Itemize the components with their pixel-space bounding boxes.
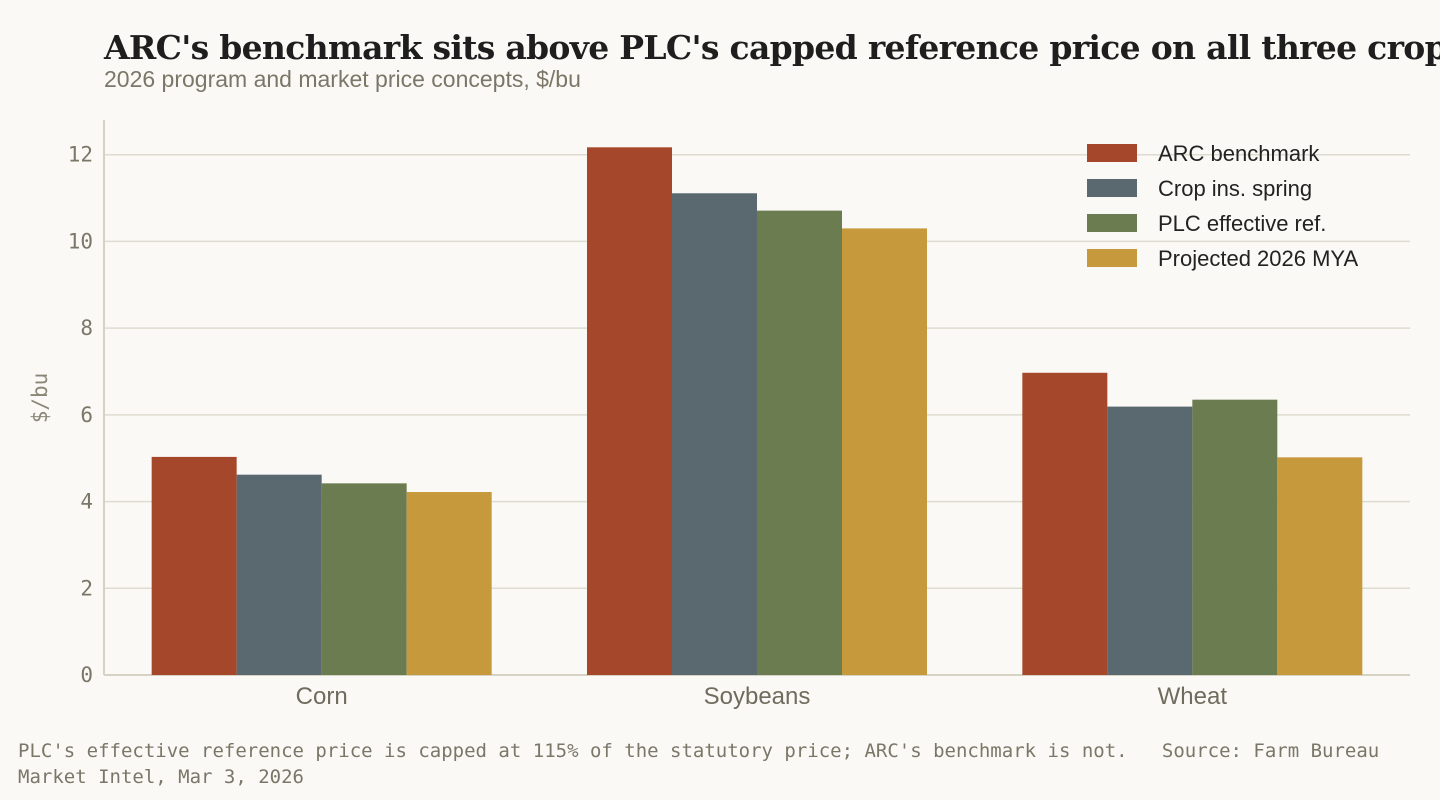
bar-soybeans-2	[672, 193, 757, 675]
chart-subtitle: 2026 program and market price concepts, …	[104, 66, 581, 92]
bar-corn-1	[151, 456, 237, 675]
bar-wheat-1	[1022, 372, 1108, 675]
axis-labels: 0 2 4 6 8 10 12 $/bu Corn Soybeans Wheat	[28, 143, 1227, 710]
bar-soybeans-4	[842, 228, 927, 675]
y-tick-label: 12	[68, 143, 93, 167]
bar-wheat-2	[1107, 406, 1193, 675]
bars	[151, 147, 1363, 675]
bar-corn-4	[406, 492, 492, 675]
y-tick-label: 2	[80, 576, 93, 600]
footnote: PLC's effective reference price is cappe…	[18, 740, 1391, 788]
legend-label-4: Projected 2026 MYA	[1158, 246, 1358, 271]
legend-swatch-2	[1087, 179, 1137, 197]
bar-corn-2	[236, 474, 322, 675]
legend-swatch-3	[1087, 214, 1137, 232]
legend-swatch-1	[1087, 144, 1137, 162]
x-tick-label-soybeans: Soybeans	[704, 683, 811, 710]
legend-swatch-4	[1087, 249, 1137, 267]
y-tick-label: 6	[80, 403, 93, 427]
legend-label-3: PLC effective ref.	[1158, 211, 1326, 236]
x-tick-label-wheat: Wheat	[1158, 683, 1228, 710]
y-tick-label: 4	[80, 490, 93, 514]
y-tick-label: 8	[80, 316, 93, 340]
bar-wheat-4	[1277, 457, 1363, 675]
legend-label-1: ARC benchmark	[1158, 141, 1320, 166]
chart-title: ARC's benchmark sits above PLC's capped …	[104, 28, 1440, 67]
x-tick-label-corn: Corn	[296, 683, 348, 710]
y-axis-label: $/bu	[28, 373, 52, 424]
bar-soybeans-1	[587, 147, 672, 675]
legend-label-2: Crop ins. spring	[1158, 176, 1312, 201]
bar-wheat-3	[1192, 399, 1278, 675]
bar-corn-3	[321, 483, 407, 675]
y-tick-label: 0	[80, 663, 93, 687]
bar-soybeans-3	[757, 210, 842, 675]
legend: ARC benchmark Crop ins. spring PLC effecti…	[1087, 141, 1358, 271]
y-tick-label: 10	[68, 229, 93, 253]
